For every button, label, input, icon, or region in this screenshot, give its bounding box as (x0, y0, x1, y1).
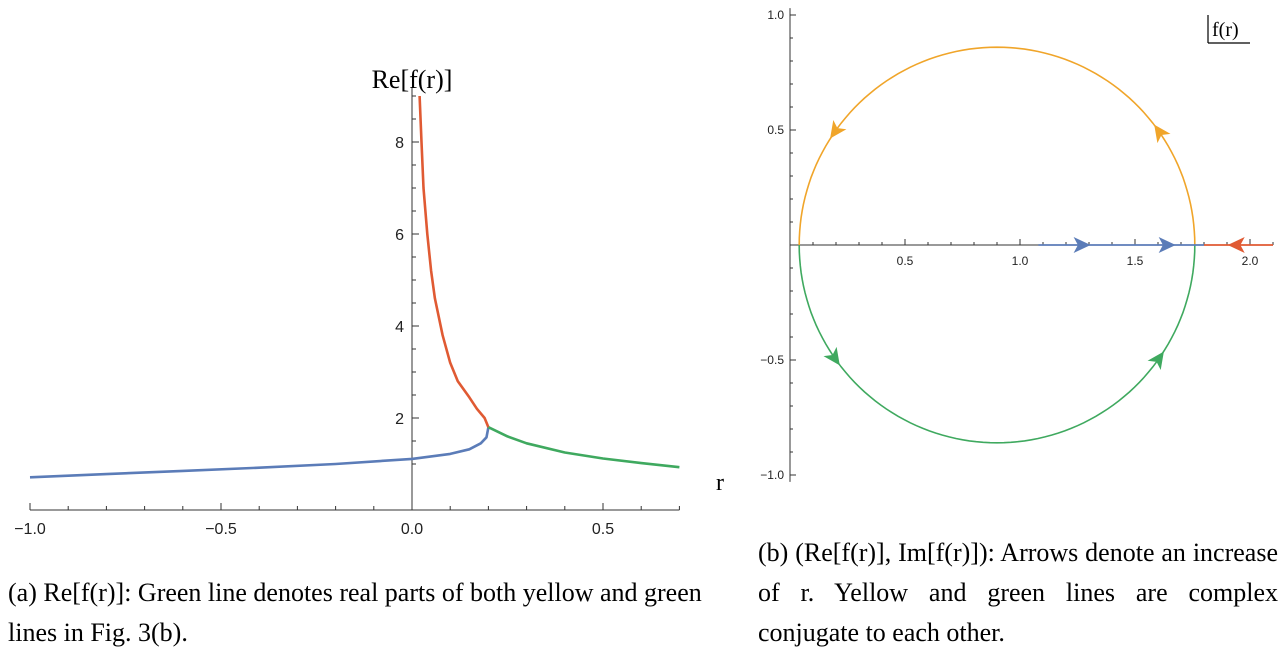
chart-a-y-tick-label: 6 (395, 227, 404, 244)
chart-b-x-tick-label: 1.5 (1127, 254, 1144, 268)
chart-a-xlabel: r (716, 470, 724, 496)
arrow-head (1154, 124, 1171, 144)
chart-a-x-tick-label: −1.0 (14, 521, 46, 538)
chart-a-x-tick-label: 0.0 (401, 521, 423, 538)
chart-b-x-tick-label: 1.0 (1012, 254, 1029, 268)
arrow-head (1147, 351, 1164, 370)
chart-a: −1.0 −0.5 0.0 0.5 2 4 6 8 Re[f(r)] r (14, 65, 724, 538)
chart-a-axes: −1.0 −0.5 0.0 0.5 2 4 6 8 (14, 88, 680, 538)
series-green-line (487, 426, 680, 469)
legend-label: f(r) (1212, 19, 1239, 41)
caption-a: (a) Re[f(r)]: Green line denotes real pa… (8, 578, 702, 647)
chart-b-y-tick-label: 0.5 (767, 123, 784, 137)
chart-b-y-tick-label: −0.5 (760, 353, 784, 367)
arrow-head (1073, 237, 1091, 253)
chart-b-legend: f(r) (1207, 15, 1250, 44)
series-green-arc (798, 244, 1196, 444)
arrow-head (830, 120, 847, 139)
chart-a-ylabel: Re[f(r)] (372, 65, 453, 94)
series-yellow-arc (798, 46, 1196, 246)
arrow-head (1158, 237, 1176, 253)
chart-a-x-tick-label: 0.5 (592, 521, 614, 538)
chart-b-series (798, 46, 1273, 444)
chart-a-x-tick-label: −0.5 (205, 521, 237, 538)
chart-b-x-tick-label: 0.5 (897, 254, 914, 268)
chart-a-y-tick-label: 4 (395, 319, 404, 336)
chart-a-series (29, 95, 680, 479)
arrow-head (823, 346, 840, 366)
chart-a-y-tick-label: 2 (395, 411, 404, 428)
series-red-line (418, 95, 490, 428)
chart-b: 0.5 1.0 1.5 2.0 1.0 0.5 −0.5 −1.0 f(r) (760, 8, 1274, 482)
chart-b-y-tick-label: −1.0 (760, 468, 784, 482)
caption-b: (b) (Re[f(r)], Im[f(r)]): Arrows denote … (758, 538, 1278, 647)
series-blue-line (29, 426, 490, 479)
chart-a-y-tick-label: 8 (395, 135, 404, 152)
chart-b-y-tick-label: 1.0 (767, 8, 784, 22)
arrow-head (1227, 237, 1245, 253)
chart-b-x-tick-label: 2.0 (1242, 254, 1259, 268)
